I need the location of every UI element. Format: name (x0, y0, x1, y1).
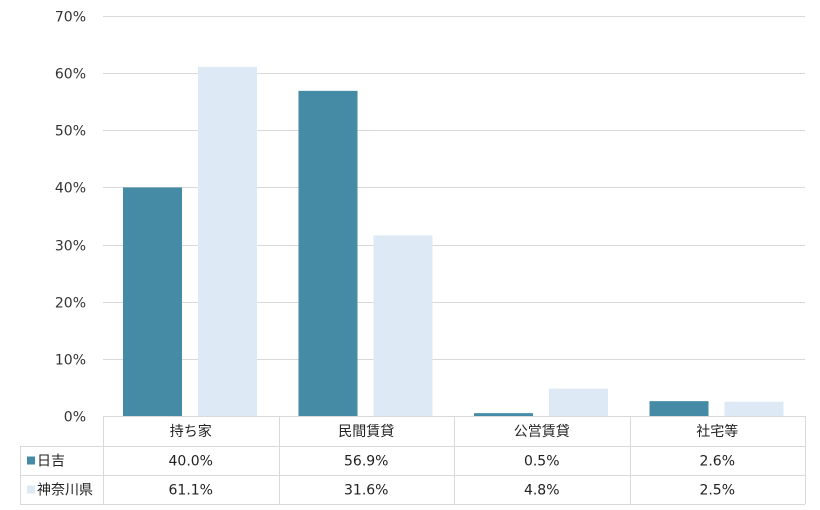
category-label: 社宅等 (696, 423, 738, 440)
bar (724, 401, 784, 416)
bar (198, 66, 257, 416)
data-label: 0.5% (524, 454, 560, 470)
bar (373, 235, 433, 416)
bar (474, 413, 533, 416)
bar (649, 401, 709, 416)
legend-swatch (27, 456, 35, 465)
y-tick-label: 60% (55, 67, 86, 83)
data-label: 4.8% (524, 483, 560, 499)
legend-series-name: 神奈川県 (37, 483, 93, 499)
category-label: 民間賃貸 (338, 424, 394, 440)
y-axis-tick-labels: 0% 10% 20% 30% 40% 50% 60% 70% (55, 10, 86, 426)
y-tick-label: 70% (55, 10, 86, 26)
data-label: 2.5% (699, 483, 735, 499)
legend-swatch (27, 485, 35, 494)
bar (123, 187, 182, 416)
y-tick-label: 50% (55, 124, 86, 140)
y-tick-label: 20% (55, 296, 86, 312)
data-label: 61.1% (169, 483, 213, 499)
data-label: 40.0% (169, 454, 213, 470)
data-label: 31.6% (344, 483, 388, 499)
y-tick-label: 40% (55, 181, 86, 197)
y-tick-label: 10% (55, 353, 86, 369)
category-label: 公営賃貸 (514, 424, 570, 440)
data-label: 56.9% (344, 454, 388, 470)
bar (549, 388, 608, 416)
data-label: 2.6% (699, 454, 735, 470)
bars (123, 66, 784, 416)
bar (298, 90, 358, 416)
y-tick-label: 0% (64, 410, 86, 426)
legend-series-name: 日吉 (37, 454, 65, 470)
y-tick-label: 30% (55, 239, 86, 255)
category-label: 持ち家 (170, 423, 212, 440)
